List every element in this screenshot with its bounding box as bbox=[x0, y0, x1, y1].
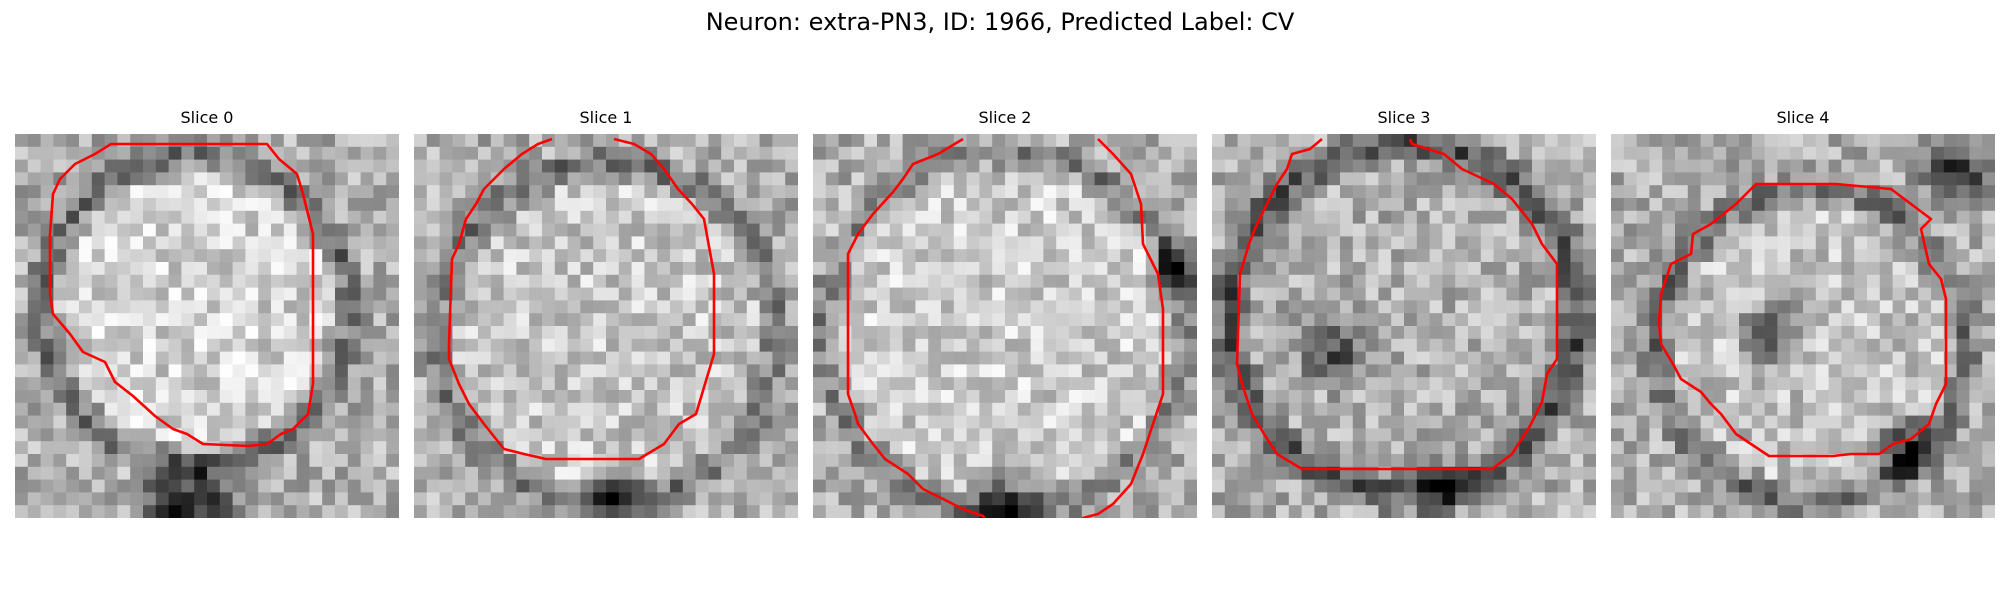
slice-image bbox=[414, 134, 798, 518]
segmentation-contour bbox=[846, 137, 986, 518]
slice-image bbox=[1212, 134, 1596, 518]
segmentation-contour bbox=[48, 142, 315, 448]
grayscale-pixel-grid bbox=[813, 134, 1197, 518]
segmentation-contour bbox=[1080, 138, 1165, 518]
grayscale-pixel-grid bbox=[15, 134, 399, 518]
segmentation-contour bbox=[1235, 138, 1559, 471]
grayscale-pixel-grid bbox=[414, 134, 798, 518]
slice-title: Slice 0 bbox=[180, 108, 234, 127]
figure-title: Neuron: extra-PN3, ID: 1966, Predicted L… bbox=[705, 8, 1295, 36]
grayscale-pixel-grid bbox=[1212, 134, 1596, 518]
segmentation-contour bbox=[447, 137, 716, 461]
slice-image bbox=[1611, 134, 1995, 518]
slice-title: Slice 4 bbox=[1776, 108, 1830, 127]
slice-title: Slice 1 bbox=[579, 108, 633, 127]
slice-title: Slice 2 bbox=[978, 108, 1032, 127]
grayscale-pixel-grid bbox=[1611, 134, 1995, 518]
slice-image bbox=[813, 134, 1197, 518]
slice-title: Slice 3 bbox=[1377, 108, 1431, 127]
slice-image bbox=[15, 134, 399, 518]
segmentation-contour bbox=[1657, 182, 1948, 458]
